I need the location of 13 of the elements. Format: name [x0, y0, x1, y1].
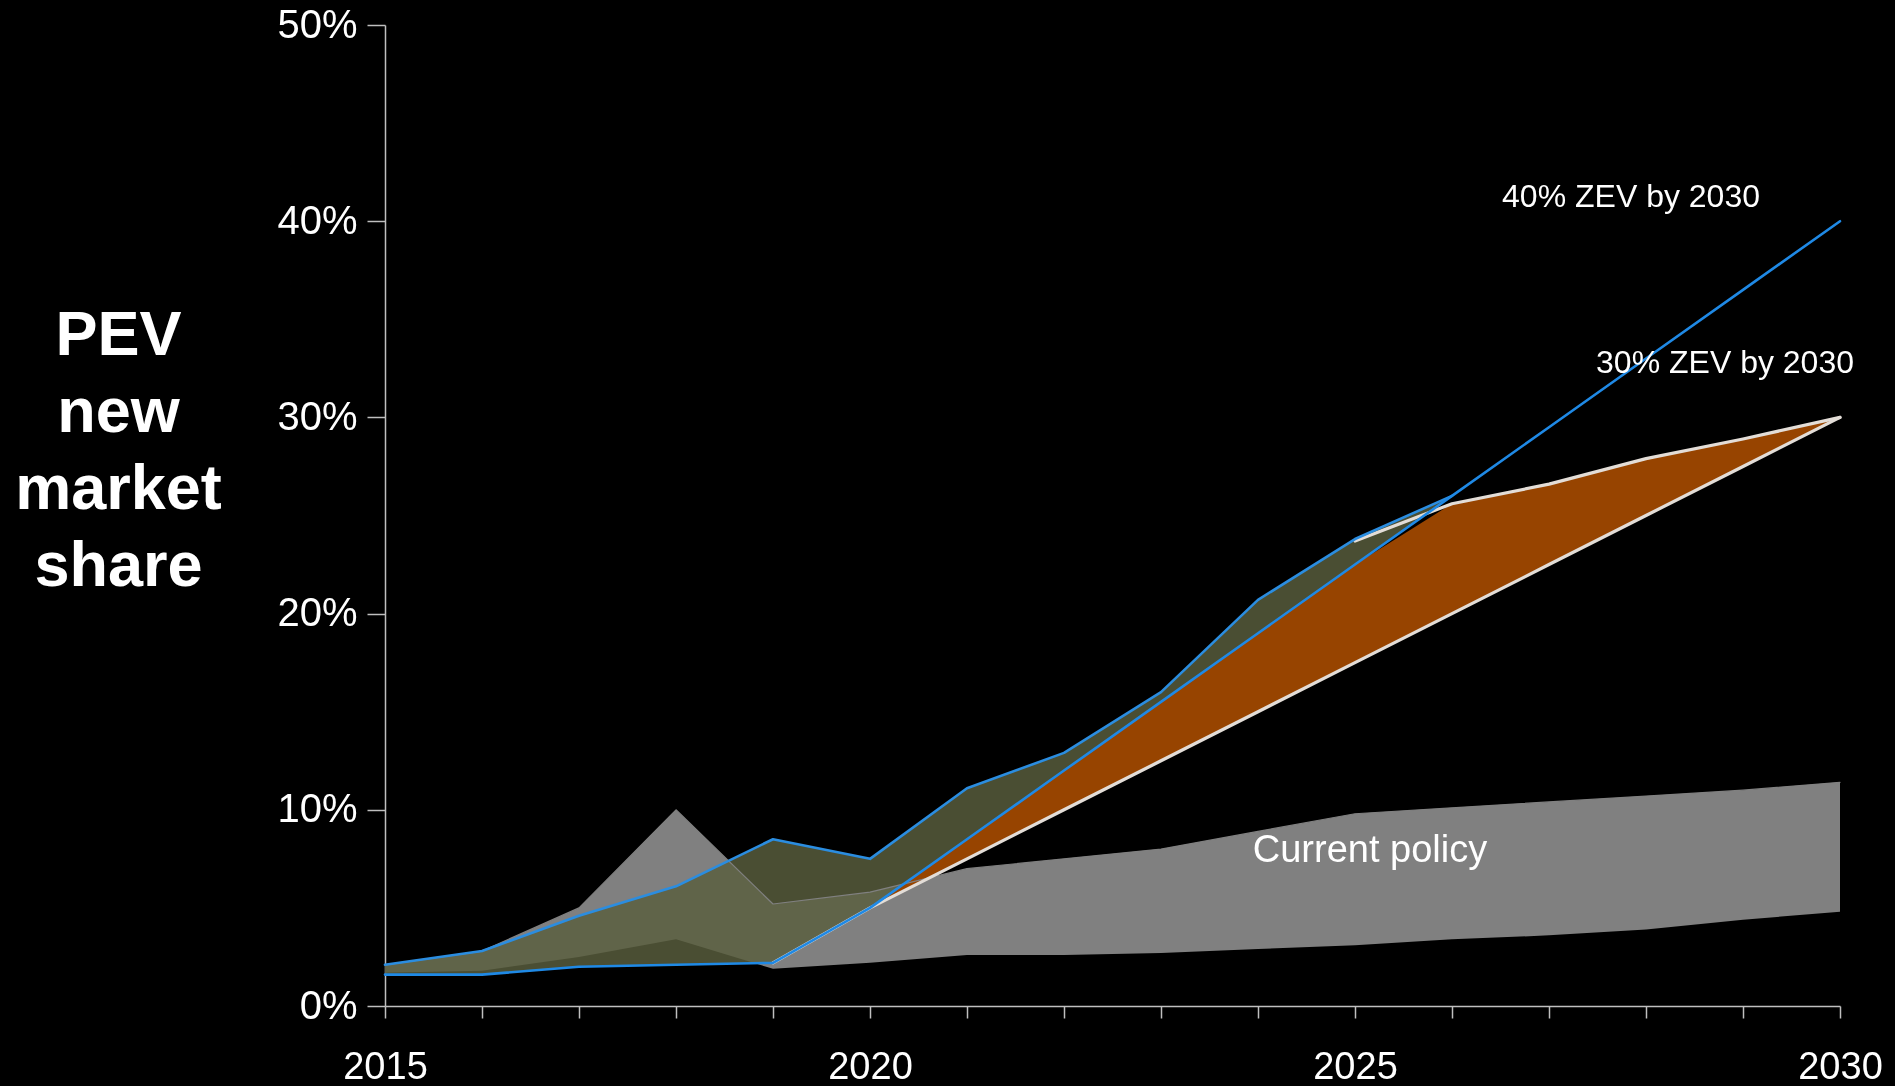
x-tick-label: 2020	[828, 1044, 913, 1086]
x-tick-label: 2015	[343, 1044, 428, 1086]
y-tick-label: 10%	[277, 786, 358, 831]
y-tick-label: 40%	[277, 197, 358, 242]
y-tick-label: 0%	[299, 982, 358, 1027]
series-label: Current policy	[1252, 827, 1488, 870]
y-tick-label: 30%	[277, 393, 358, 438]
y-axis-title: PEV new market share	[15, 297, 222, 599]
y-tick-label: 20%	[277, 590, 358, 635]
x-tick-label: 2030	[1798, 1044, 1883, 1086]
x-tick-label: 2025	[1313, 1044, 1398, 1086]
y-tick-label: 50%	[277, 1, 358, 46]
series-label: 40% ZEV by 2030	[1502, 178, 1760, 215]
